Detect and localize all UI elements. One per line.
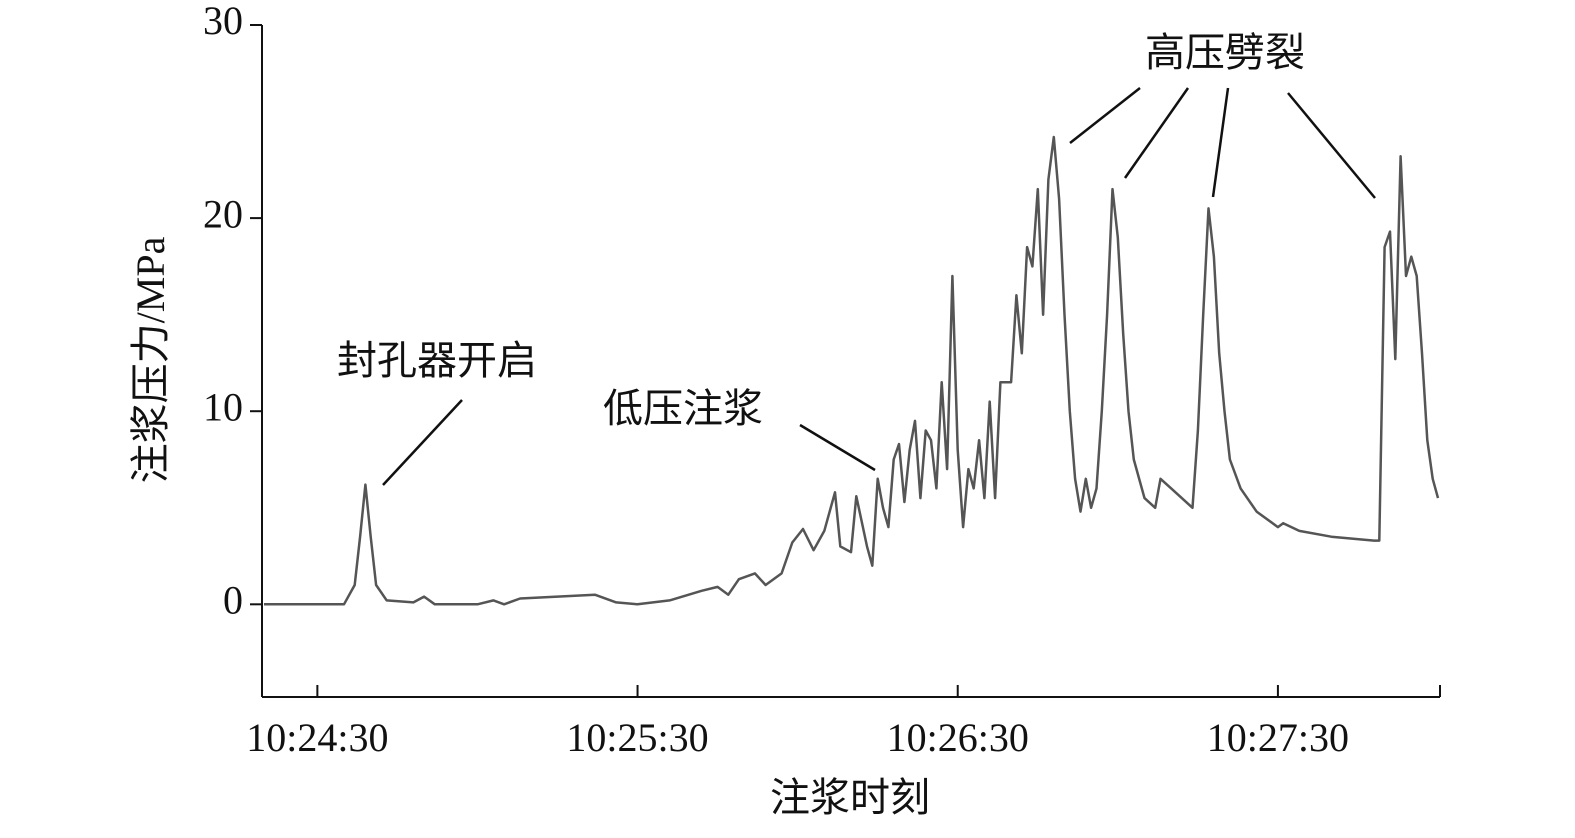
leader-line: [1287, 92, 1376, 199]
annotation: 封孔器开启: [337, 338, 537, 383]
leader-line: [1123, 87, 1190, 179]
annotation: 低压注浆: [603, 386, 763, 431]
leader-line: [382, 399, 463, 486]
data-line: [264, 135, 1440, 606]
x-tick-label: 10:25:30: [566, 715, 708, 760]
x-tick-label: 10:27:30: [1207, 715, 1349, 760]
y-tick-label: 20: [203, 191, 243, 236]
leader-line: [1211, 87, 1230, 198]
y-tick-label: 30: [203, 0, 243, 43]
annotation: 高压劈裂: [1145, 30, 1305, 75]
leader-line: [1069, 87, 1141, 144]
x-tick-label: 10:26:30: [887, 715, 1029, 760]
y-tick-label: 10: [203, 384, 243, 429]
y-axis-title: 注浆压力/MPa: [128, 236, 173, 483]
y-tick-label: 0: [223, 577, 243, 622]
x-axis-title: 注浆时刻: [770, 775, 930, 820]
x-tick-label: 10:24:30: [246, 715, 388, 760]
leader-line: [799, 423, 876, 472]
